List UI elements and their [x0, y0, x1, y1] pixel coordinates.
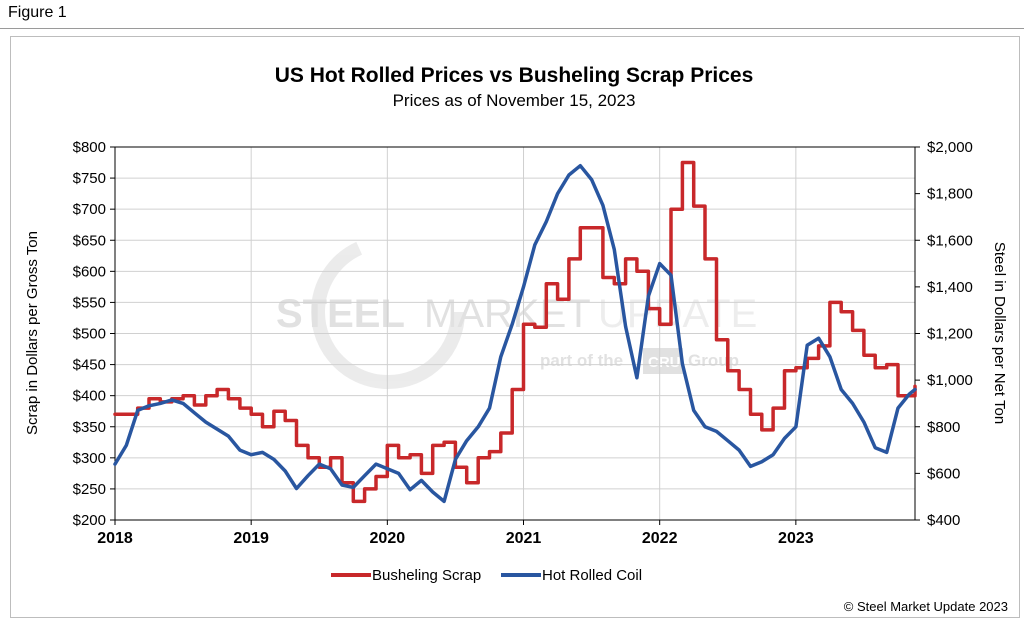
y-right-tick-label: $1,000 [927, 372, 973, 389]
y-left-tick-label: $450 [73, 357, 106, 374]
legend-label-scrap: Busheling Scrap [372, 567, 481, 584]
y-left-tick-label: $650 [73, 232, 106, 249]
watermark-brand-bold: STEEL [276, 292, 405, 336]
y-left-tick-label: $750 [73, 170, 106, 187]
plot-area-frame [114, 146, 916, 521]
y-left-tick-label: $250 [73, 481, 106, 498]
x-tick-label: 2018 [97, 530, 133, 547]
legend-label-hrc: Hot Rolled Coil [542, 567, 642, 584]
x-tick-label: 2021 [506, 530, 542, 547]
gridlines [114, 146, 915, 521]
y-left-tick-label: $700 [73, 201, 106, 218]
y-left-tick-label: $300 [73, 450, 106, 467]
watermark-tagline-suffix: Group [688, 351, 739, 370]
y-right-tick-label: $1,600 [927, 232, 973, 249]
series-layer [113, 160, 917, 504]
watermark-swoosh [311, 235, 465, 389]
y-right-tick-label: $2,000 [927, 139, 973, 156]
series-line-busheling-scrap [113, 160, 917, 504]
x-tick-label: 2020 [370, 530, 406, 547]
y-axis-left-label: Scrap in Dollars per Gross Ton [24, 231, 41, 435]
y-right-tick-label: $1,800 [927, 186, 973, 203]
y-left-tick-label: $500 [73, 326, 106, 343]
chart-title: US Hot Rolled Prices vs Busheling Scrap … [275, 64, 754, 87]
y-right-tick-label: $800 [927, 419, 960, 436]
y-right-tick-label: $600 [927, 465, 960, 482]
copyright: © Steel Market Update 2023 [844, 599, 1008, 614]
y-left-tick-label: $400 [73, 388, 106, 405]
y-left-tick-label: $600 [73, 263, 106, 280]
axis-ticks: $200 $250 $300 $350 $400 $450 $500 $550 $600 $650… [73, 139, 973, 547]
x-tick-label: 2022 [642, 530, 678, 547]
watermark-cru-logo: CRU [648, 354, 681, 371]
y-right-tick-label: $1,200 [927, 326, 973, 343]
series-line-hot-rolled-coil [113, 163, 917, 504]
y-right-tick-label: $1,400 [927, 279, 973, 296]
figure-divider [0, 28, 1024, 29]
legend: Busheling Scrap Hot Rolled Coil [331, 567, 642, 584]
y-left-tick-label: $800 [73, 139, 106, 156]
y-right-tick-label: $400 [927, 512, 960, 529]
y-left-tick-label: $200 [73, 512, 106, 529]
chart-subtitle: Prices as of November 15, 2023 [393, 91, 636, 110]
figure-label: Figure 1 [8, 4, 67, 21]
watermark-tagline-prefix: part of the [540, 351, 623, 370]
x-tick-label: 2023 [778, 530, 814, 547]
y-left-tick-label: $350 [73, 419, 106, 436]
watermark-cru-box [643, 348, 683, 374]
x-tick-label: 2019 [233, 530, 269, 547]
y-left-tick-label: $550 [73, 294, 106, 311]
y-axis-right-label: Steel in Dollars per Net Ton [991, 242, 1008, 424]
